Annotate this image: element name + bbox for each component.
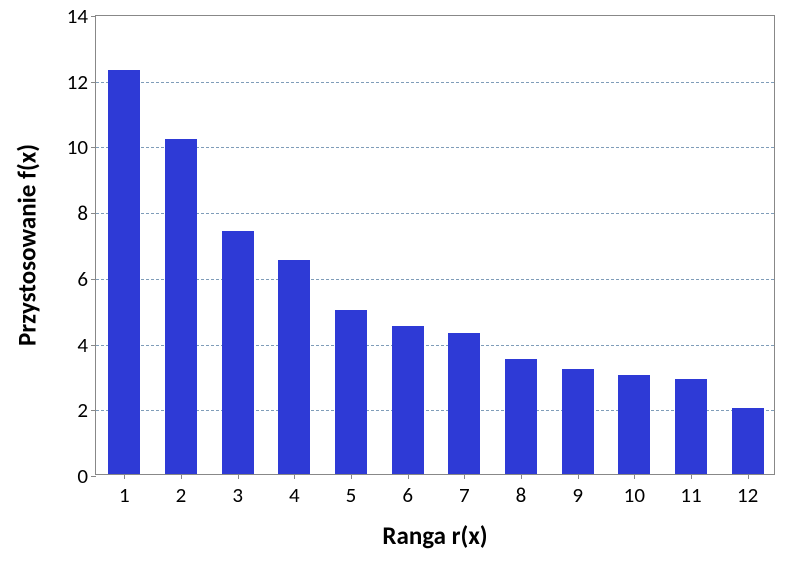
grid-line xyxy=(96,345,774,346)
grid-line xyxy=(96,213,774,214)
x-tick-label: 1 xyxy=(119,474,130,508)
bar xyxy=(278,260,310,474)
grid-line xyxy=(96,410,774,411)
x-tick-label: 3 xyxy=(232,474,243,508)
bar xyxy=(732,408,764,474)
grid-line xyxy=(96,279,774,280)
x-axis-title: Ranga r(x) xyxy=(382,520,487,551)
x-tick-label: 8 xyxy=(516,474,527,508)
bar xyxy=(335,310,367,474)
bar-chart: 02468101214123456789101112 Przystosowani… xyxy=(0,0,800,571)
plot-area: 02468101214123456789101112 xyxy=(95,15,775,475)
y-tick-label: 2 xyxy=(77,397,96,423)
bar xyxy=(222,231,254,474)
bar xyxy=(165,139,197,474)
y-tick-label: 10 xyxy=(67,134,96,160)
x-tick-label: 2 xyxy=(176,474,187,508)
bar xyxy=(505,359,537,474)
y-tick-label: 14 xyxy=(67,3,96,29)
x-tick-label: 11 xyxy=(680,474,701,508)
grid-line xyxy=(96,82,774,83)
bar xyxy=(562,369,594,474)
bar xyxy=(675,379,707,474)
x-tick-label: 9 xyxy=(572,474,583,508)
y-tick-label: 8 xyxy=(77,200,96,226)
y-tick-label: 0 xyxy=(77,463,96,489)
bar xyxy=(618,375,650,474)
y-tick-label: 12 xyxy=(67,69,96,95)
x-tick-label: 7 xyxy=(459,474,470,508)
x-tick-label: 10 xyxy=(624,474,645,508)
bar xyxy=(448,333,480,474)
y-tick-label: 6 xyxy=(77,266,96,292)
y-axis-title: Przystosowanie f(x) xyxy=(12,144,43,346)
y-tick-label: 4 xyxy=(77,332,96,358)
bar xyxy=(108,70,140,474)
x-tick-label: 12 xyxy=(737,474,758,508)
x-tick-label: 5 xyxy=(346,474,357,508)
x-tick-label: 6 xyxy=(402,474,413,508)
grid-line xyxy=(96,147,774,148)
x-tick-label: 4 xyxy=(289,474,300,508)
bar xyxy=(392,326,424,474)
